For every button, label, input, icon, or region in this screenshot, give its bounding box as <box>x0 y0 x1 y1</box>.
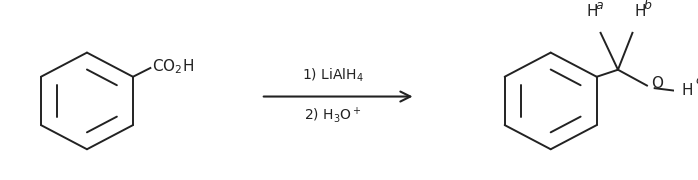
Text: 1) LiAlH$_4$: 1) LiAlH$_4$ <box>302 67 364 84</box>
Text: 2) H$_3$O$^+$: 2) H$_3$O$^+$ <box>304 105 362 125</box>
Text: O: O <box>651 76 663 91</box>
Text: a: a <box>596 0 604 12</box>
Text: H: H <box>682 83 693 98</box>
Text: H: H <box>634 4 646 19</box>
Text: CO$_2$H: CO$_2$H <box>152 57 194 76</box>
Text: b: b <box>644 0 652 12</box>
Text: c: c <box>695 74 698 87</box>
Text: H: H <box>586 4 597 19</box>
